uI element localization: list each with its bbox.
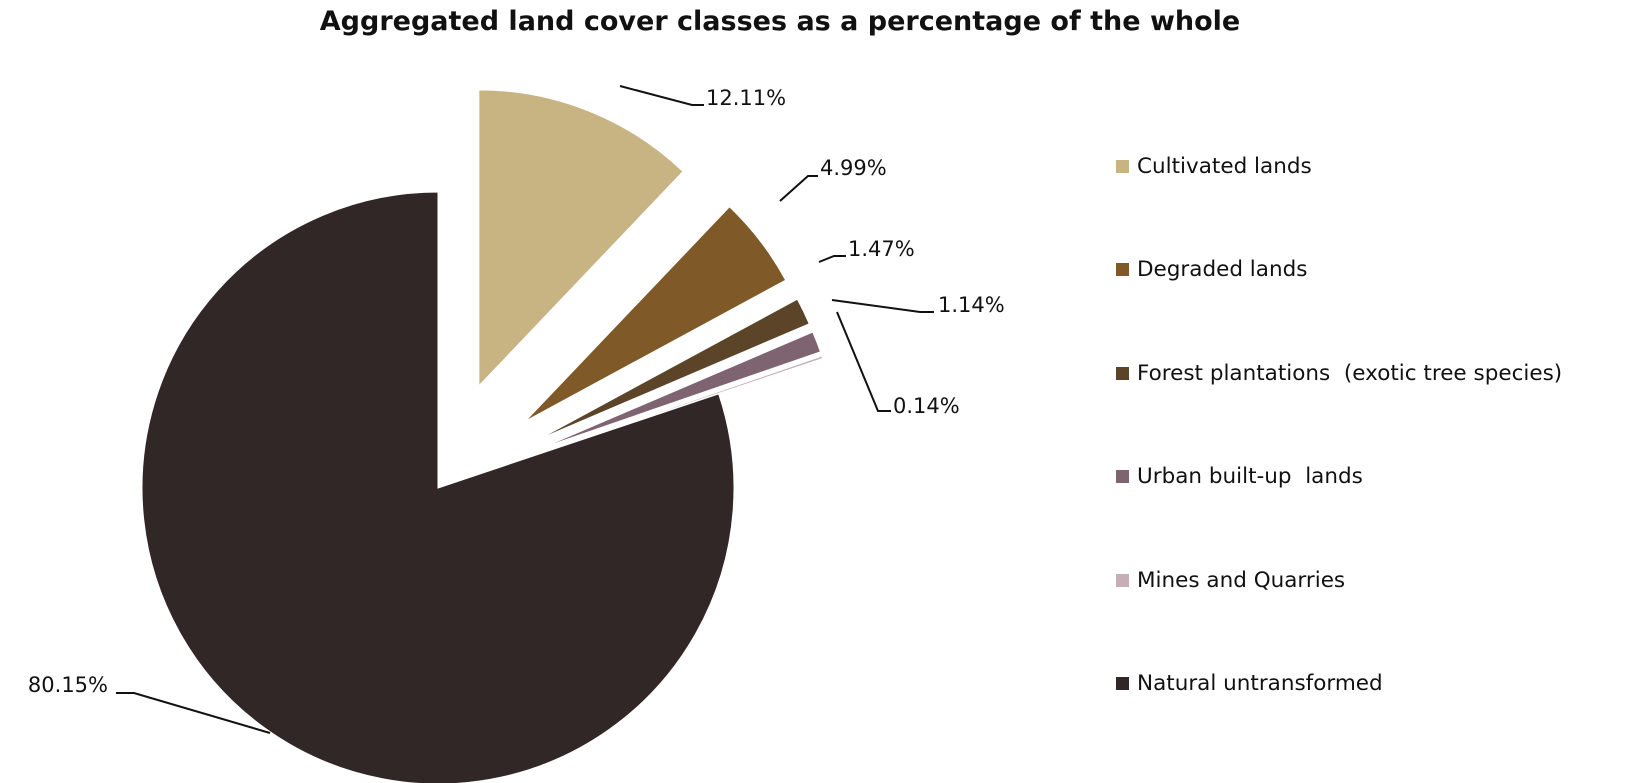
leader-line-5 <box>836 311 891 412</box>
legend-label: Natural untransformed <box>1137 671 1383 696</box>
pie-slices <box>141 89 824 783</box>
chart-title: Aggregated land cover classes as a perce… <box>319 6 1241 37</box>
legend-swatch <box>1116 677 1129 690</box>
legend-item-5: Mines and Quarries <box>1116 565 1345 595</box>
pie-slice-2 <box>524 206 787 422</box>
leader-line-3 <box>818 255 846 263</box>
leader-line-4 <box>831 299 934 313</box>
legend-item-2: Degraded lands <box>1116 255 1307 285</box>
legend-label: Degraded lands <box>1137 257 1308 282</box>
legend-label: Urban built-up lands <box>1137 464 1363 489</box>
pie-slice-5 <box>541 355 824 454</box>
legend-swatch <box>1116 159 1129 173</box>
pie-slice-3 <box>536 298 810 441</box>
legend-swatch <box>1116 573 1129 587</box>
legend-item-6: Natural untransformed <box>1116 669 1383 699</box>
data-label-2: 4.99% <box>820 156 887 180</box>
leader-line-6 <box>116 692 271 734</box>
leader-lines <box>116 85 934 734</box>
pie-slice-1 <box>478 89 684 388</box>
legend-swatch <box>1116 470 1129 483</box>
leader-line-2 <box>779 175 818 202</box>
legend-item-1: Cultivated lands <box>1116 151 1312 181</box>
legend-label: Cultivated lands <box>1137 153 1312 179</box>
data-label-5: 0.14% <box>893 394 960 418</box>
legend-item-3: Forest plantations (exotic tree species) <box>1116 358 1562 388</box>
data-label-6: 80.15% <box>28 673 108 697</box>
data-label-3: 1.47% <box>848 237 915 261</box>
data-label-1: 12.11% <box>706 86 786 110</box>
pie-slice-6 <box>141 191 735 783</box>
legend-label: Forest plantations (exotic tree species) <box>1137 360 1563 386</box>
pie-slice-4 <box>540 331 822 449</box>
data-label-4: 1.14% <box>938 293 1005 317</box>
legend-item-4: Urban built-up lands <box>1116 462 1363 492</box>
legend-swatch <box>1116 366 1129 380</box>
legend-label: Mines and Quarries <box>1137 567 1346 593</box>
legend-swatch <box>1116 263 1129 276</box>
data-labels: 12.11% 4.99% 1.47% 1.14% 0.14% 80.15% <box>28 86 1005 697</box>
leader-line-1 <box>619 85 704 106</box>
